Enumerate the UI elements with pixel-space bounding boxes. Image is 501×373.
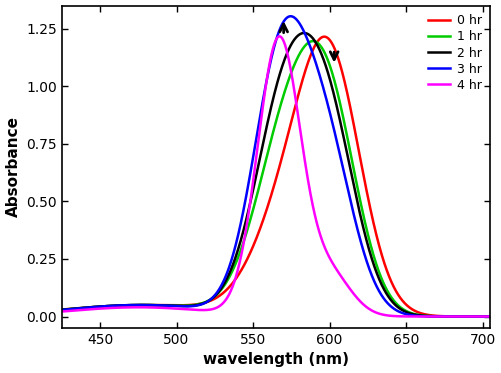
0 hr [255, 230, 261, 235]
Line: 0 hr: 0 hr [62, 37, 489, 317]
3 hr [287, 14, 293, 19]
Y-axis label: Absorbance: Absorbance [6, 116, 21, 217]
Legend: 0 hr, 1 hr, 2 hr, 3 hr, 4 hr: 0 hr, 1 hr, 2 hr, 3 hr, 4 hr [424, 12, 483, 94]
0 hr [396, 294, 402, 299]
4 hr [276, 34, 282, 38]
2 hr [474, 314, 480, 319]
1 hr [81, 305, 87, 310]
0 hr [81, 305, 87, 310]
X-axis label: wavelength (nm): wavelength (nm) [202, 352, 348, 367]
1 hr [59, 307, 65, 312]
3 hr [486, 314, 492, 319]
2 hr [59, 308, 65, 312]
3 hr [267, 62, 273, 66]
4 hr [486, 314, 492, 319]
2 hr [301, 31, 307, 35]
4 hr [474, 314, 480, 319]
1 hr [267, 141, 273, 146]
1 hr [396, 304, 402, 309]
0 hr [486, 314, 492, 319]
4 hr [81, 308, 87, 312]
3 hr [255, 122, 261, 126]
4 hr [474, 314, 480, 319]
2 hr [267, 109, 273, 114]
4 hr [396, 314, 402, 319]
2 hr [486, 314, 492, 319]
1 hr [474, 314, 480, 319]
3 hr [81, 306, 87, 310]
2 hr [396, 306, 402, 310]
1 hr [255, 186, 261, 191]
1 hr [474, 314, 480, 319]
Line: 3 hr: 3 hr [62, 16, 489, 317]
4 hr [59, 309, 65, 314]
Line: 4 hr: 4 hr [62, 36, 489, 317]
1 hr [309, 39, 315, 43]
2 hr [474, 314, 480, 319]
4 hr [255, 136, 261, 140]
Line: 1 hr: 1 hr [62, 41, 489, 317]
0 hr [267, 197, 273, 201]
Line: 2 hr: 2 hr [62, 33, 489, 317]
3 hr [474, 314, 480, 319]
0 hr [321, 34, 327, 39]
3 hr [59, 308, 65, 312]
0 hr [474, 314, 480, 319]
0 hr [474, 314, 480, 319]
0 hr [59, 307, 65, 312]
2 hr [81, 305, 87, 310]
1 hr [486, 314, 492, 319]
2 hr [255, 162, 261, 166]
3 hr [396, 310, 402, 314]
4 hr [267, 59, 273, 63]
3 hr [474, 314, 480, 319]
